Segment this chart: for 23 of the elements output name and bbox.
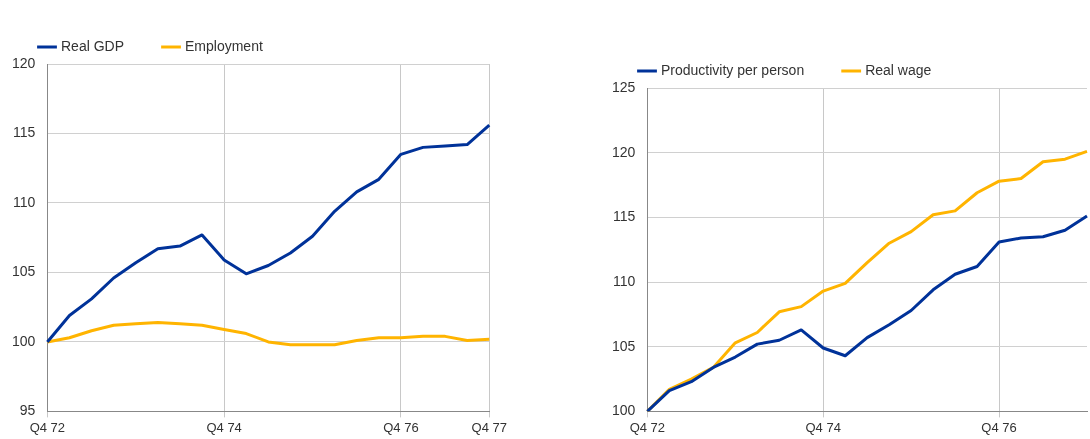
y-tick-label: 100 [612, 402, 636, 419]
y-tick-label: 120 [612, 143, 636, 160]
x-tick-label: Q4 74 [206, 419, 242, 435]
x-tick-label: Q4 77 [471, 419, 507, 435]
y-tick-label: 105 [12, 263, 36, 280]
y-tick-label: 125 [612, 78, 636, 95]
x-tick-label: Q4 72 [629, 419, 666, 435]
legend-label: Productivity per person [661, 61, 805, 78]
y-tick-label: 105 [612, 337, 636, 354]
y-tick-label: 110 [13, 193, 36, 210]
x-tick-label: Q4 76 [383, 419, 419, 435]
y-tick-label: 100 [12, 332, 36, 349]
y-tick-label: 110 [613, 272, 636, 289]
x-tick-label: Q4 74 [805, 419, 841, 435]
y-tick-label: 120 [12, 54, 36, 71]
legend-label: Real GDP [61, 37, 125, 54]
legend-label: Employment [185, 37, 263, 54]
x-tick-label: Q4 72 [29, 419, 66, 435]
y-tick-label: 95 [19, 402, 36, 419]
legend-label: Real wage [865, 61, 932, 78]
x-tick-label: Q4 76 [981, 419, 1017, 435]
y-tick-label: 115 [613, 208, 636, 225]
y-tick-label: 115 [13, 124, 36, 141]
